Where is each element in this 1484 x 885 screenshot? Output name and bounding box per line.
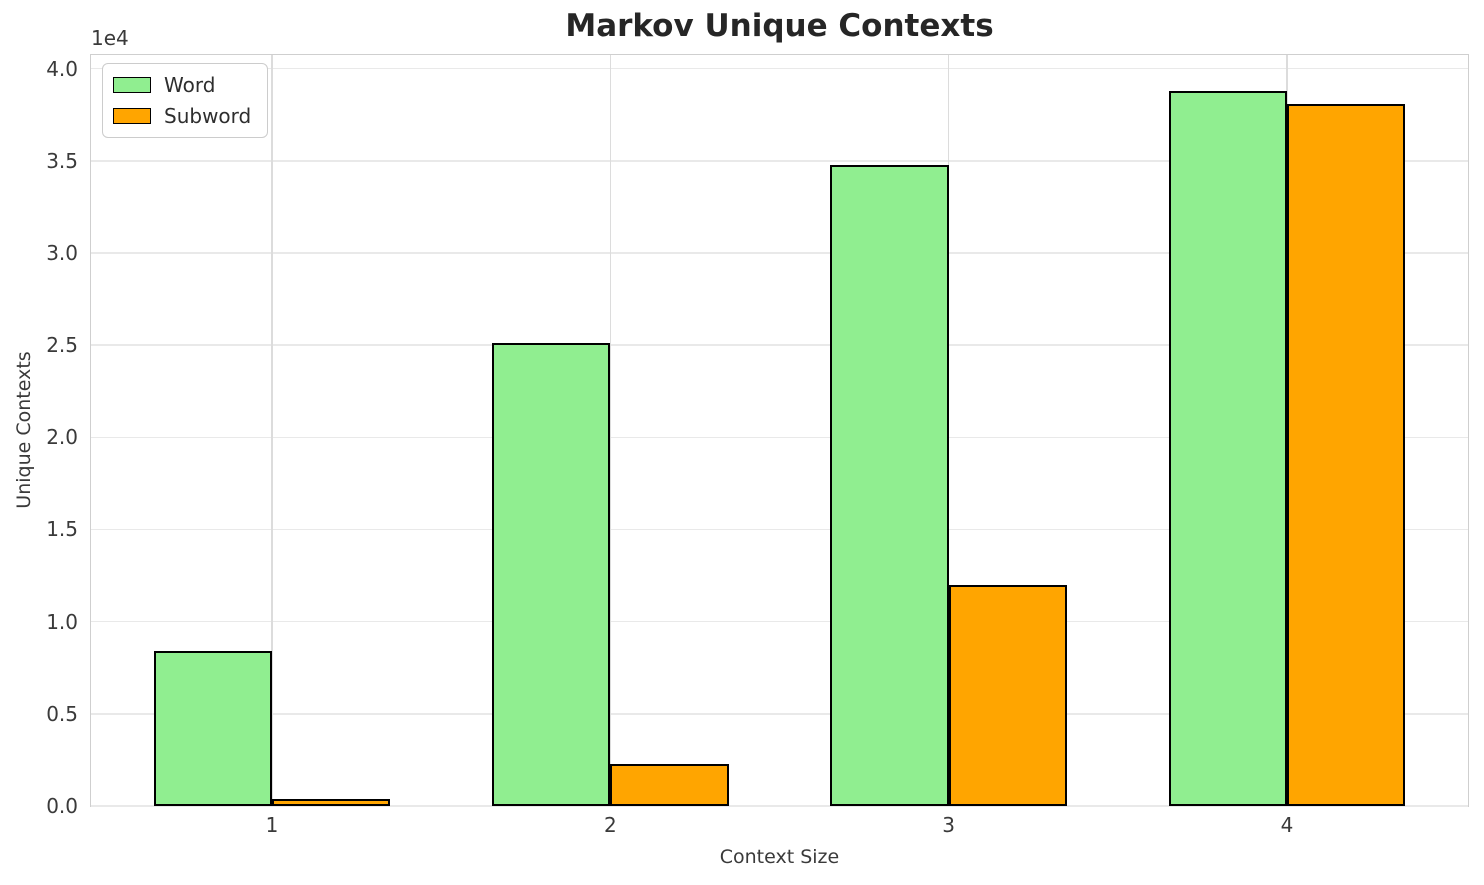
x-gridline bbox=[947, 55, 950, 806]
x-tick-label: 3 bbox=[942, 813, 956, 837]
y-tick-label: 2.0 bbox=[46, 425, 78, 450]
y-tick-label: 2.5 bbox=[46, 333, 78, 358]
y-gridline bbox=[91, 528, 1468, 531]
legend-item-word: Word bbox=[113, 74, 251, 96]
legend: Word Subword bbox=[102, 63, 269, 138]
legend-swatch-word bbox=[113, 77, 151, 93]
bar-subword-2 bbox=[610, 763, 729, 806]
y-gridline bbox=[91, 713, 1468, 715]
x-tick-label: 2 bbox=[603, 813, 617, 837]
chart-title: Markov Unique Contexts bbox=[565, 8, 994, 44]
y-gridline bbox=[91, 252, 1468, 254]
x-tick-label: 1 bbox=[265, 813, 279, 837]
y-gridline bbox=[91, 344, 1468, 346]
bar-subword-4 bbox=[1286, 103, 1406, 806]
bar-word-4 bbox=[1168, 90, 1287, 806]
bar-subword-1 bbox=[272, 798, 391, 806]
y-gridline bbox=[91, 67, 1468, 70]
y-tick-label: 1.5 bbox=[46, 517, 78, 542]
bar-subword-3 bbox=[948, 584, 1068, 806]
y-gridline bbox=[91, 805, 1468, 807]
bar-word-1 bbox=[153, 651, 272, 806]
legend-label: Word bbox=[164, 73, 216, 97]
y-gridline bbox=[91, 620, 1468, 623]
bar-word-3 bbox=[830, 164, 949, 806]
legend-swatch-subword bbox=[113, 108, 151, 124]
y-gridline bbox=[91, 160, 1468, 162]
y-tick-label: 3.5 bbox=[46, 148, 78, 173]
plot-area: Word Subword bbox=[90, 54, 1469, 807]
x-axis-label: Context Size bbox=[719, 846, 840, 868]
y-tick-label: 0.5 bbox=[46, 701, 78, 726]
y-axis-offset-label: 1e4 bbox=[91, 26, 129, 50]
legend-label: Subword bbox=[164, 104, 252, 128]
y-tick-label: 0.0 bbox=[46, 794, 78, 818]
x-gridline bbox=[271, 55, 273, 806]
y-gridline bbox=[91, 436, 1468, 439]
y-tick-label: 4.0 bbox=[46, 56, 78, 81]
bar-word-2 bbox=[491, 343, 611, 806]
x-tick-label: 4 bbox=[1280, 813, 1294, 837]
y-tick-label: 3.0 bbox=[46, 240, 78, 265]
legend-item-subword: Subword bbox=[113, 105, 251, 127]
x-gridline bbox=[609, 55, 612, 806]
y-tick-label: 1.0 bbox=[46, 609, 78, 634]
